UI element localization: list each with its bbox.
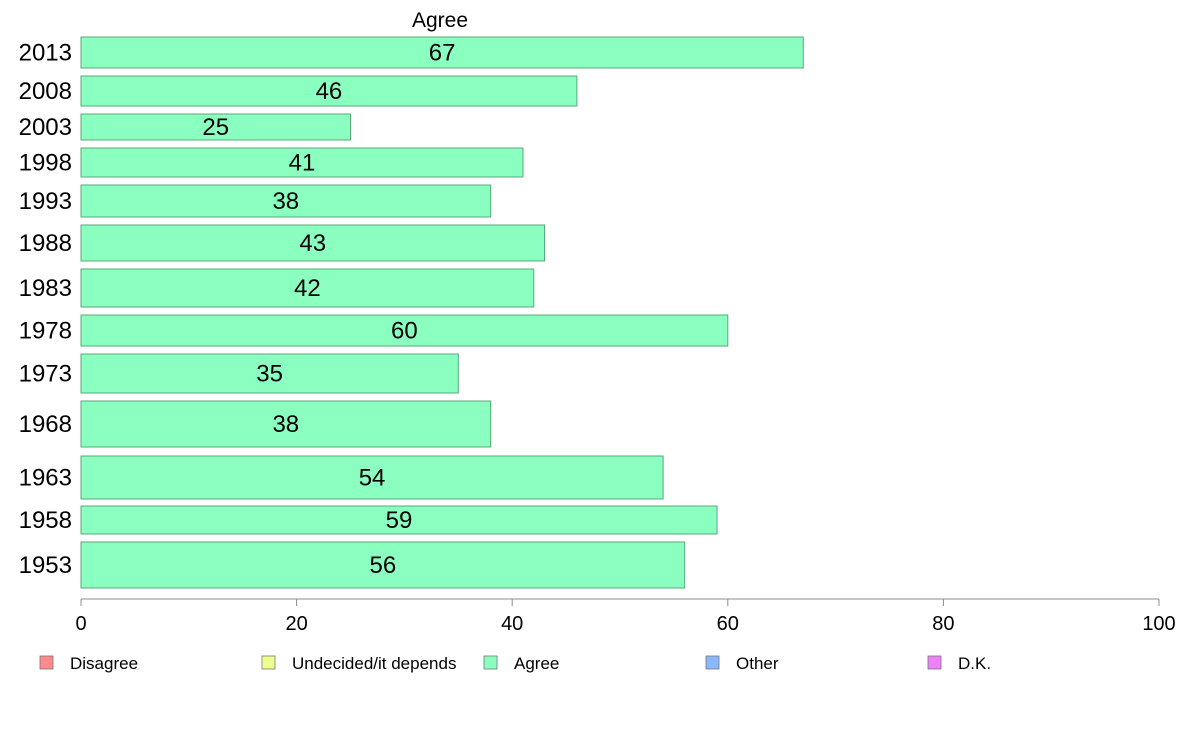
bar-value-label: 35: [256, 361, 283, 388]
bar-1988: [80, 224, 546, 262]
bar-1978: [80, 314, 729, 347]
y-tick-label: 1963: [19, 465, 72, 492]
legend-label: D.K.: [958, 654, 991, 673]
y-tick-label: 2008: [19, 78, 72, 105]
bar-value-label: 42: [294, 275, 321, 302]
y-tick-label: 1983: [19, 275, 72, 302]
legend-label: Agree: [514, 654, 559, 673]
bar-2003: [80, 113, 351, 141]
bar-value-label: 25: [202, 114, 229, 141]
x-tick-label: 100: [1142, 613, 1175, 635]
legend-label: Other: [736, 654, 779, 673]
bar-2008: [80, 75, 578, 107]
bar-2013: [80, 36, 804, 69]
x-tick-label: 80: [932, 613, 954, 635]
y-tick-label: 2003: [19, 114, 72, 141]
legend-swatch: [483, 655, 498, 670]
x-axis: 0 20 40 60 80 100: [75, 598, 1176, 635]
y-tick-label: 1998: [19, 150, 72, 177]
x-tick-label: 0: [75, 613, 86, 635]
y-tick-label: 1953: [19, 552, 72, 579]
legend-label: Disagree: [70, 654, 138, 673]
legend-swatch: [261, 655, 276, 670]
bar-value-label: 59: [386, 507, 413, 534]
chart-title: Agree: [412, 9, 468, 32]
y-tick-label: 1988: [19, 230, 72, 257]
bar-1963: [80, 455, 664, 500]
legend: Disagree Undecided/it depends Agree Other D.…: [39, 654, 991, 673]
bar-1958: [80, 505, 718, 535]
legend-swatch: [927, 655, 942, 670]
y-tick-label: 1968: [19, 411, 72, 438]
bar-value-label: 54: [359, 465, 386, 492]
y-tick-label: 1958: [19, 507, 72, 534]
bar-1998: [80, 147, 524, 178]
bar-1973: [80, 353, 459, 394]
bars-group: 2013 67 2008 46 2003 25 1998 41 1993 38 1988 43 1983…: [19, 36, 804, 589]
bar-value-label: 38: [272, 411, 299, 438]
y-tick-label: 1973: [19, 361, 72, 388]
legend-label: Undecided/it depends: [292, 654, 456, 673]
y-tick-label: 1978: [19, 318, 72, 345]
bar-1993: [80, 184, 492, 218]
bar-value-label: 43: [299, 230, 326, 257]
bar-value-label: 60: [391, 318, 418, 345]
legend-swatch: [39, 655, 54, 670]
legend-swatch: [705, 655, 720, 670]
x-tick-label: 60: [717, 613, 739, 635]
y-tick-label: 2013: [19, 40, 72, 67]
bar-1983: [80, 268, 535, 308]
x-tick-label: 20: [285, 613, 307, 635]
bar-1953: [80, 541, 686, 589]
bar-value-label: 46: [316, 78, 343, 105]
bar-1968: [80, 400, 492, 448]
bar-value-label: 38: [272, 188, 299, 215]
x-tick-label: 40: [501, 613, 523, 635]
bar-value-label: 67: [429, 40, 456, 67]
bar-value-label: 56: [369, 552, 396, 579]
y-tick-label: 1993: [19, 188, 72, 215]
bar-value-label: 41: [289, 150, 316, 177]
